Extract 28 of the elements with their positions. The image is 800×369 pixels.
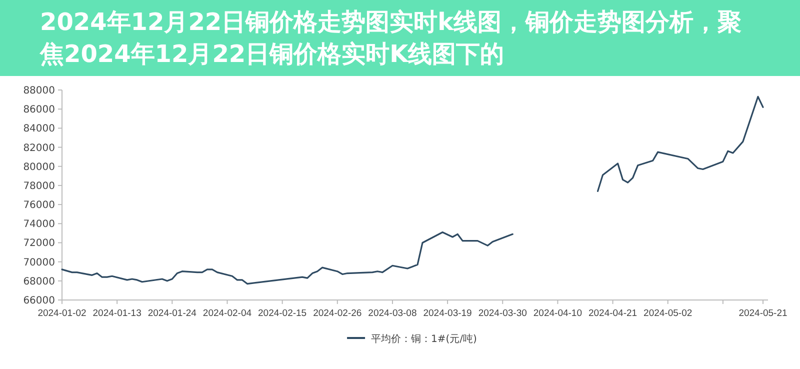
y-tick-label: 70000 [23,257,55,268]
y-tick-label: 80000 [23,162,55,173]
y-tick-label: 88000 [23,86,55,96]
legend: 平均价：铜：1#(元/吨) [347,334,477,345]
y-tick-label: 86000 [23,104,55,116]
x-tick-label: 2024-05-21 [738,308,788,319]
x-tick-label: 2024-02-15 [258,308,307,319]
y-tick-label: 66000 [23,296,55,306]
x-tick-label: 2024-01-02 [38,308,86,319]
y-tick-label: 82000 [23,142,55,154]
x-tick-label: 2024-03-08 [368,308,417,319]
y-tick-label: 76000 [23,200,55,212]
title: 2024年12月22日铜价格走势图实时k线图，铜价走势图分析，聚焦2024年12月22日铜价格实时K线图下的 [0,0,800,76]
legend-label: 平均价：铜：1#(元/吨) [371,333,478,345]
x-tick-label: 2024-03-30 [478,308,527,319]
x-tick-label: 2024-04-10 [533,308,582,319]
x-tick-label: 2024-02-26 [313,308,362,319]
y-tick-label: 84000 [23,124,55,135]
x-tick-label: 2024-05-02 [644,308,692,319]
x-tick-label: 2024-03-19 [423,308,472,319]
x-tick-label: 2024-01-13 [92,308,142,319]
x-tick-label: 2024-02-04 [202,308,252,319]
x-tick-label: 2024-04-21 [588,308,638,319]
y-tick-label: 74000 [23,219,55,230]
x-tick-label: 2024-01-24 [148,308,196,319]
y-tick-label: 72000 [23,238,55,250]
y-tick-label: 78000 [23,180,55,192]
y-tick-label: 68000 [23,276,55,288]
